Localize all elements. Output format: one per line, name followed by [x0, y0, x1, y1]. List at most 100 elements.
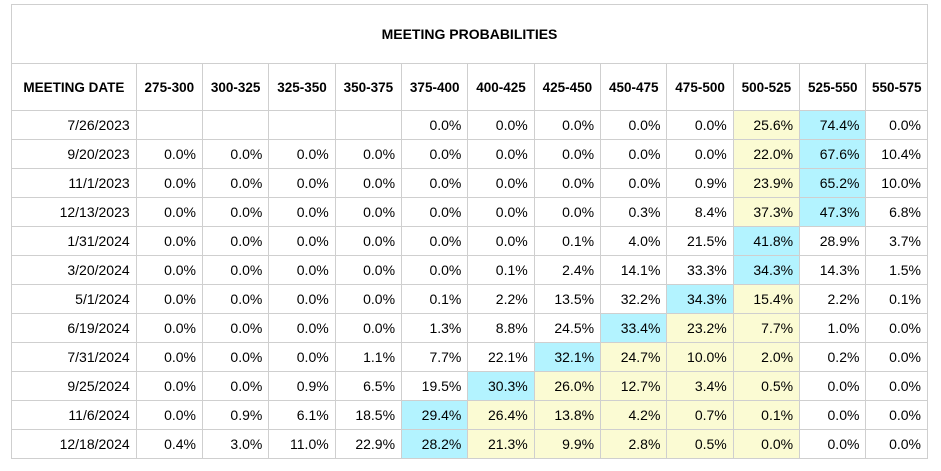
probability-cell: 24.7%: [600, 342, 668, 372]
meeting-date-cell: 3/20/2024: [11, 255, 137, 285]
probability-cell: [135, 110, 204, 140]
probability-cell: 13.5%: [533, 284, 602, 314]
probability-cell: 0.0%: [135, 371, 204, 401]
probability-cell: 22.9%: [334, 429, 403, 459]
column-header-rate-range: 375-400: [401, 63, 469, 111]
probability-cell: 0.0%: [334, 255, 403, 285]
probability-cell: 0.0%: [268, 226, 336, 256]
column-header-rate-range: 275-300: [135, 63, 204, 111]
probability-cell: 0.0%: [135, 226, 204, 256]
probability-cell: 0.0%: [201, 197, 270, 227]
probability-cell: 2.0%: [732, 342, 801, 372]
probability-cell: 0.0%: [666, 139, 734, 169]
column-header-rate-range: 325-350: [268, 63, 336, 111]
probability-cell: 4.0%: [600, 226, 668, 256]
probability-cell: 1.0%: [799, 313, 867, 343]
probability-cell: 0.0%: [865, 429, 928, 459]
table-row: 12/13/2023 0.0% 0.0% 0.0% 0.0% 0.0% 0.0% 0.0% 0.…: [11, 197, 928, 227]
probability-cell: 0.0%: [467, 197, 535, 227]
probability-cell: 0.0%: [201, 342, 270, 372]
meeting-date-cell: 9/25/2024: [11, 371, 137, 401]
probability-cell: 0.0%: [799, 429, 867, 459]
table-title: MEETING PROBABILITIES: [11, 4, 928, 64]
probability-cell: 34.3%: [732, 255, 801, 285]
probability-cell: 0.0%: [201, 139, 270, 169]
probability-cell: 0.0%: [401, 139, 469, 169]
probability-cell: 0.9%: [268, 371, 336, 401]
probability-cell: 47.3%: [799, 197, 867, 227]
column-header-rate-range: 475-500: [666, 63, 734, 111]
column-header-rate-range: 400-425: [467, 63, 535, 111]
column-header-rate-range: 300-325: [201, 63, 270, 111]
probability-cell: 0.0%: [268, 284, 336, 314]
probability-cell: 0.0%: [201, 168, 270, 198]
probability-cell: 1.5%: [865, 255, 928, 285]
column-header-meeting-date: MEETING DATE: [11, 63, 137, 111]
table-row: 5/1/2024 0.0% 0.0% 0.0% 0.0% 0.1% 2.2% 13.5% 32.…: [11, 284, 928, 314]
meeting-date-cell: 7/26/2023: [11, 110, 137, 140]
probability-cell: 0.0%: [533, 168, 602, 198]
probability-cell: 32.1%: [533, 342, 602, 372]
probability-cell: 74.4%: [799, 110, 867, 140]
header-row: MEETING DATE 275-300 300-325 325-350 350-375…: [11, 63, 928, 111]
probability-cell: 2.2%: [467, 284, 535, 314]
probability-cell: 0.0%: [201, 226, 270, 256]
probability-cell: 65.2%: [799, 168, 867, 198]
probability-cell: 0.0%: [201, 284, 270, 314]
probability-cell: 13.8%: [533, 400, 602, 430]
probability-cell: 0.0%: [268, 168, 336, 198]
probability-cell: 0.0%: [401, 226, 469, 256]
probability-cell: 26.0%: [533, 371, 602, 401]
probability-cell: 32.2%: [600, 284, 668, 314]
probability-cell: 6.1%: [268, 400, 336, 430]
probability-cell: 0.0%: [865, 400, 928, 430]
probability-cell: 0.1%: [467, 255, 535, 285]
probability-cell: 0.2%: [799, 342, 867, 372]
probability-cell: 24.5%: [533, 313, 602, 343]
probability-cell: 10.4%: [865, 139, 928, 169]
probability-cell: 22.0%: [732, 139, 801, 169]
probability-cell: 0.5%: [666, 429, 734, 459]
probability-cell: [268, 110, 336, 140]
probability-cell: 22.1%: [467, 342, 535, 372]
table-body: 7/26/2023 0.0% 0.0% 0.0% 0.0% 0.0% 25.6% 74.4% 0…: [11, 110, 928, 459]
probability-cell: [334, 110, 403, 140]
probability-cell: 0.0%: [135, 168, 204, 198]
probability-cell: 0.0%: [135, 342, 204, 372]
meeting-date-cell: 1/31/2024: [11, 226, 137, 256]
probability-cell: 23.9%: [732, 168, 801, 198]
probability-cell: 0.9%: [666, 168, 734, 198]
probability-cell: 11.0%: [268, 429, 336, 459]
probability-cell: 30.3%: [467, 371, 535, 401]
probability-cell: 0.0%: [467, 110, 535, 140]
probability-cell: 0.0%: [334, 168, 403, 198]
probability-cell: 3.0%: [201, 429, 270, 459]
probability-cell: 14.1%: [600, 255, 668, 285]
probability-cell: 0.0%: [268, 197, 336, 227]
probability-cell: 0.0%: [268, 342, 336, 372]
probability-cell: 6.5%: [334, 371, 403, 401]
column-header-rate-range: 500-525: [732, 63, 801, 111]
table-row: 7/26/2023 0.0% 0.0% 0.0% 0.0% 0.0% 25.6% 74.4% 0…: [11, 110, 928, 140]
probability-cell: 19.5%: [401, 371, 469, 401]
probability-cell: 21.5%: [666, 226, 734, 256]
table-row: 9/20/2023 0.0% 0.0% 0.0% 0.0% 0.0% 0.0% 0.0% 0.0…: [11, 139, 928, 169]
probability-cell: 8.8%: [467, 313, 535, 343]
probability-cell: 7.7%: [732, 313, 801, 343]
probability-cell: 0.0%: [600, 110, 668, 140]
meeting-date-cell: 5/1/2024: [11, 284, 137, 314]
probability-cell: 14.3%: [799, 255, 867, 285]
probability-cell: 0.0%: [401, 197, 469, 227]
probability-cell: 0.0%: [865, 110, 928, 140]
probability-cell: 0.0%: [401, 168, 469, 198]
probability-cell: 0.0%: [799, 371, 867, 401]
meeting-date-cell: 11/1/2023: [11, 168, 137, 198]
probability-cell: 26.4%: [467, 400, 535, 430]
probability-cell: 0.0%: [799, 400, 867, 430]
probability-cell: 0.0%: [865, 342, 928, 372]
meeting-probabilities-table: MEETING PROBABILITIES MEETING DATE 275-30…: [11, 4, 928, 459]
probability-cell: 0.0%: [201, 371, 270, 401]
probability-cell: 0.0%: [666, 110, 734, 140]
probability-cell: 0.0%: [401, 110, 469, 140]
probability-cell: 0.3%: [600, 197, 668, 227]
